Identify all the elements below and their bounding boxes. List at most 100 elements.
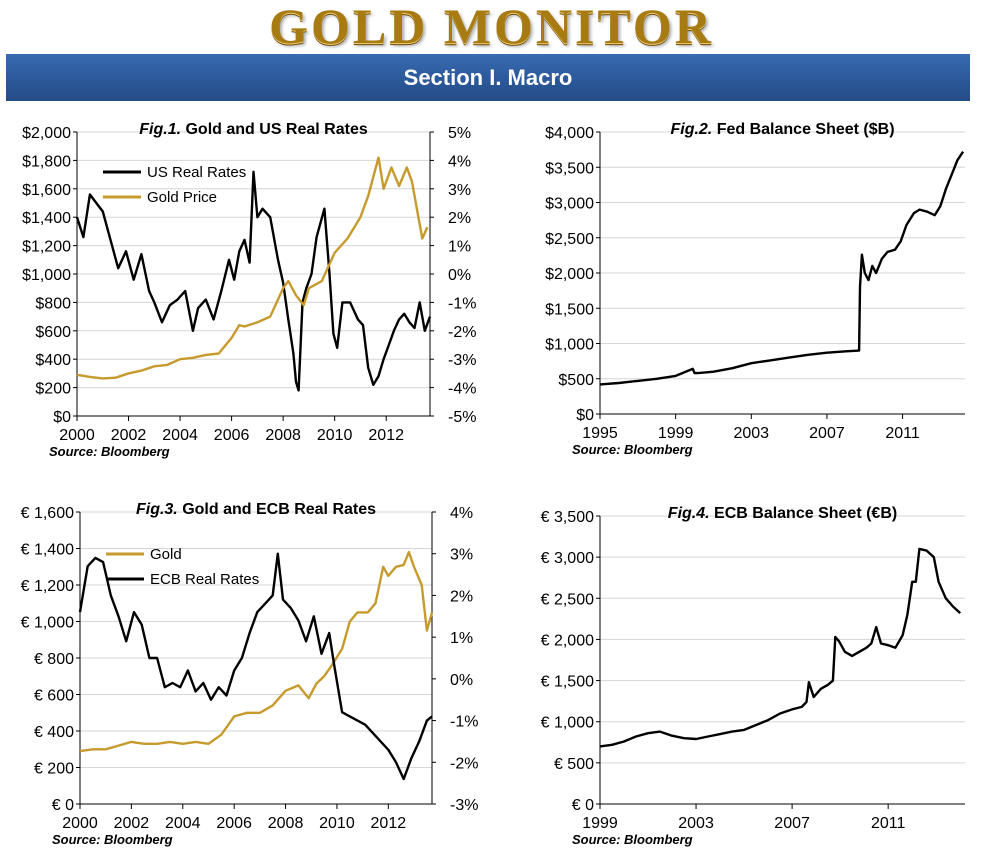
fig3-legend-label-1: Gold [150, 546, 182, 563]
fig1-source: Source: Bloomberg [49, 444, 170, 459]
fig1-y-tick-label: $1,800 [22, 153, 71, 170]
fig4-x-tick-label: 2011 [871, 815, 906, 832]
fig2-y-tick-label: $3,000 [545, 196, 594, 213]
fig3-y-right-tick-label: 2% [450, 588, 473, 605]
fig1-y-right-tick-label: -2% [448, 324, 476, 341]
fig3-y-tick-label: € 0 [52, 797, 74, 814]
fig1-y-tick-label: $1,600 [22, 182, 71, 199]
fig2-y-tick-label: $0 [576, 407, 594, 424]
fig2-chart: $4,000 $3,500 $3,000 $2,500 $2,000 $1,500 $1,0… [545, 121, 965, 457]
fig3-x-tick-label: 2000 [62, 815, 98, 832]
fig3-x-tick-label: 2006 [216, 815, 252, 832]
fig2-y-tick-label: $3,500 [545, 160, 594, 177]
fig1-y-tick-label: $1,400 [22, 210, 71, 227]
masthead-logo: GOLD MONITOR [269, 0, 714, 54]
fig3-y-right-tick-label: -3% [450, 797, 478, 814]
section-title: Section I. Macro [403, 65, 573, 90]
fig1-series-line-2 [76, 156, 429, 380]
fig2-y-tick-label: $500 [558, 372, 594, 389]
fig2-x-tick-label: 2007 [809, 425, 845, 442]
fig4-y-tick-label: € 0 [572, 797, 594, 814]
fig3-y-right-tick-label: -2% [450, 755, 478, 772]
fig1-y-tick-label: $0 [53, 409, 71, 426]
fig4-y-tick-label: € 1,500 [541, 674, 594, 691]
fig2-series-line-1 [599, 151, 965, 386]
fig3-y-tick-label: € 600 [34, 688, 74, 705]
fig4-y-tick-label: € 500 [554, 756, 594, 773]
fig1-y-right-tick-label: 3% [448, 182, 471, 199]
fig1-title: Fig.1. Gold and US Real Rates [139, 121, 368, 138]
fig1-y-tick-label: $1,000 [22, 267, 71, 284]
fig3-y-tick-label: € 1,200 [21, 578, 74, 595]
fig1-y-right-tick-label: 2% [448, 210, 471, 227]
fig1-x-tick-label: 2000 [59, 427, 95, 444]
fig3-y-tick-label: € 800 [34, 651, 74, 668]
fig1-y-tick-label: $800 [35, 295, 71, 312]
fig3-series-line-2 [78, 552, 433, 781]
fig3-y-right-tick-label: 0% [450, 672, 473, 689]
fig1-y-right-tick-label: 0% [448, 267, 471, 284]
fig2-x-tick-label: 1999 [658, 425, 694, 442]
fig4-title-prefix: Fig.4. [668, 505, 714, 522]
fig4-x-tick-label: 1999 [582, 815, 618, 832]
fig2-x-tick-label: 2011 [885, 425, 920, 442]
fig3-y-tick-label: € 1,400 [21, 542, 74, 559]
fig1-y-right-tick-label: -5% [448, 409, 476, 426]
fig2-y-tick-label: $1,000 [545, 337, 594, 354]
fig3-y-right-tick-label: 1% [450, 630, 473, 647]
fig1-x-tick-label: 2008 [265, 427, 301, 444]
fig2-y-tick-label: $2,500 [545, 231, 594, 248]
fig3-title-text: Gold and ECB Real Rates [182, 501, 376, 518]
fig3-x-tick-label: 2012 [371, 815, 407, 832]
fig3-y-tick-label: € 400 [34, 724, 74, 741]
fig1-y-right-tick-label: 1% [448, 239, 471, 256]
fig1-title-prefix: Fig.1. [139, 121, 185, 138]
fig4-x-tick-label: 2007 [774, 815, 810, 832]
fig1-y-right-tick-label: 4% [448, 153, 471, 170]
fig4-y-tick-label: € 1,000 [541, 715, 594, 732]
fig1-y-right-tick-label: -1% [448, 295, 476, 312]
fig3-title-prefix: Fig.3. [136, 501, 182, 518]
fig4-x-tick-label: 2003 [678, 815, 714, 832]
fig3-x-tick-label: 2010 [319, 815, 355, 832]
fig4-y-tick-label: € 3,000 [541, 550, 594, 567]
fig3-y-right-tick-label: 3% [450, 547, 473, 564]
fig4-y-tick-label: € 2,000 [541, 632, 594, 649]
section-banner: Section I. Macro [6, 54, 970, 101]
fig1-legend-label-1: US Real Rates [147, 164, 246, 181]
fig2-title-prefix: Fig.2. [670, 121, 716, 138]
fig1-y-tick-label: $200 [35, 381, 71, 398]
fig1-x-tick-label: 2006 [214, 427, 250, 444]
fig1-x-tick-label: 2004 [162, 427, 198, 444]
fig4-y-tick-label: € 2,500 [541, 591, 594, 608]
fig1-y-right-tick-label: 5% [448, 125, 471, 142]
fig1-chart: $2,000 $1,800 $1,600 $1,400 $1,200 $1,000 $800… [22, 121, 476, 459]
fig4-title-text: ECB Balance Sheet (€B) [714, 505, 897, 522]
fig1-y-tick-label: $1,200 [22, 239, 71, 256]
fig3-y-tick-label: € 1,600 [21, 505, 74, 522]
fig3-chart: € 1,600 € 1,400 € 1,200 € 1,000 € 800 € 600 € … [21, 501, 479, 847]
fig3-x-tick-label: 2008 [268, 815, 304, 832]
fig4-source: Source: Bloomberg [572, 832, 693, 847]
fig3-source: Source: Bloomberg [52, 832, 173, 847]
fig1-x-tick-label: 2002 [111, 427, 147, 444]
fig3-title: Fig.3. Gold and ECB Real Rates [136, 501, 376, 518]
fig1-y-right-tick-label: -3% [448, 352, 476, 369]
fig2-y-tick-label: $1,500 [545, 301, 594, 318]
fig4-chart: € 3,500 € 3,000 € 2,500 € 2,000 € 1,500 € 1,0… [541, 505, 965, 847]
fig3-y-tick-label: € 200 [34, 761, 74, 778]
fig1-y-right-tick-label: -4% [448, 381, 476, 398]
fig4-title: Fig.4. ECB Balance Sheet (€B) [668, 505, 897, 522]
fig3-y-right-tick-label: -1% [450, 714, 478, 731]
fig2-x-tick-label: 1995 [582, 425, 618, 442]
fig4-series-line-1 [599, 547, 962, 748]
fig2-y-tick-label: $2,000 [545, 266, 594, 283]
fig3-y-tick-label: € 1,000 [21, 615, 74, 632]
fig1-x-tick-label: 2012 [368, 427, 404, 444]
fig3-legend-label-2: ECB Real Rates [150, 571, 259, 588]
fig1-x-tick-label: 2010 [317, 427, 353, 444]
fig1-y-tick-label: $400 [35, 352, 71, 369]
fig2-title: Fig.2. Fed Balance Sheet ($B) [670, 121, 894, 138]
fig3-x-tick-label: 2002 [114, 815, 150, 832]
fig1-legend-label-2: Gold Price [147, 189, 217, 206]
